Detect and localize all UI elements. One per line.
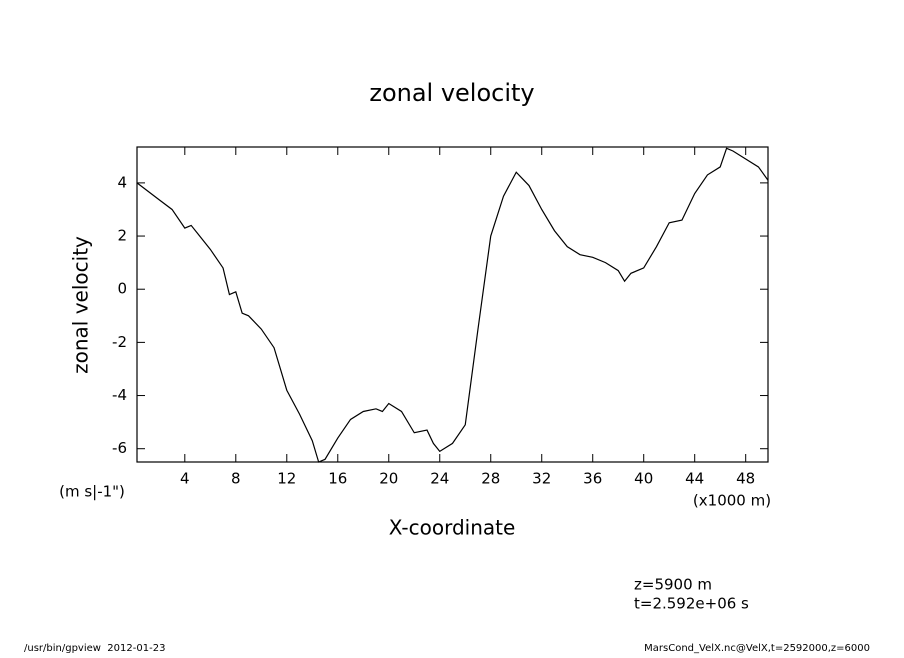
footer: /usr/bin/gpview 2012-01-23 (24, 643, 165, 654)
x-tick-label: 44 (685, 470, 704, 488)
y-axis-units: (m s|-1") (59, 483, 125, 501)
y-tick-label: -2 (112, 333, 127, 351)
chart-title: zonal velocity (369, 79, 534, 107)
x-tick-label: 8 (231, 470, 241, 488)
y-tick-label: 0 (117, 280, 127, 298)
y-tick-label: -6 (112, 439, 127, 457)
x-tick-label: 20 (379, 470, 398, 488)
annotation: z=5900 m (634, 576, 712, 594)
x-tick-label: 32 (532, 470, 551, 488)
plot-frame (136, 146, 769, 463)
x-tick-label: 40 (634, 470, 653, 488)
y-axis-label: zonal velocity (69, 236, 93, 374)
y-tick-label: 2 (117, 227, 127, 245)
x-axis-units: (x1000 m) (693, 492, 771, 510)
footer: MarsCond_VelX.nc@VelX,t=2592000,z=6000 (644, 643, 870, 654)
data-line (136, 147, 769, 463)
x-tick-label: 28 (481, 470, 500, 488)
x-tick-label: 36 (583, 470, 602, 488)
annotation: t=2.592e+06 s (634, 595, 749, 613)
x-tick-label: 4 (180, 470, 190, 488)
x-tick-label: 12 (277, 470, 296, 488)
y-tick-label: 4 (117, 173, 127, 191)
x-tick-label: 24 (430, 470, 449, 488)
x-axis-label: X-coordinate (389, 516, 516, 540)
x-tick-label: 48 (736, 470, 755, 488)
y-tick-label: -4 (112, 386, 127, 404)
x-tick-label: 16 (328, 470, 347, 488)
